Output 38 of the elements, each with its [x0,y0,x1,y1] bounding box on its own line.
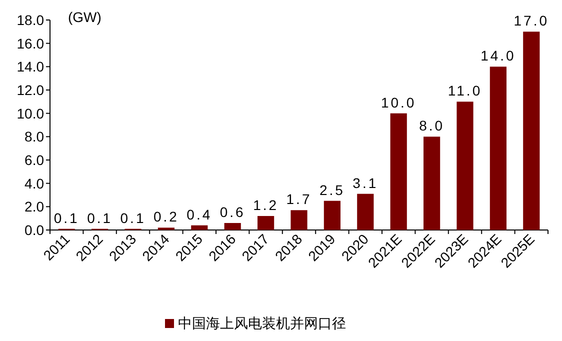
y-tick-label: 10.0 [16,105,44,122]
bar [490,66,506,230]
y-tick-label: 4.0 [24,175,44,192]
y-axis-title: (GW) [68,9,102,25]
bar [424,136,440,230]
y-tick-label: 14.0 [16,58,44,75]
data-label: 2.5 [319,182,345,198]
data-label: 0.1 [87,210,113,226]
data-label: 0.1 [120,210,146,226]
data-label: 10.0 [380,94,416,110]
bar [324,200,340,230]
y-tick-label: 8.0 [24,128,44,145]
data-label: 8.0 [419,118,445,134]
bar [191,225,208,230]
bar [290,210,308,230]
data-label: 1.2 [253,197,279,213]
y-tick-label: 12.0 [16,82,44,98]
y-tick-label: 6.0 [24,152,44,168]
data-label: 17.0 [514,12,550,29]
data-label: 14.0 [480,48,516,64]
data-label: 0.2 [153,208,179,225]
bar [357,194,374,230]
data-label: 3.1 [352,174,378,191]
data-label: 11.0 [448,82,482,99]
y-tick-label: 2.0 [24,198,44,215]
bar [258,216,274,230]
y-tick-label: 16.0 [16,35,44,52]
bar [523,32,540,230]
data-label: 0.1 [54,210,80,226]
data-label: 0.4 [186,206,212,222]
bar [456,102,474,230]
bar [224,223,241,230]
y-tick-label: 0.0 [24,222,44,238]
bar [390,113,407,230]
legend-label: 中国海上风电装机并网口径 [178,315,346,331]
data-label: 1.7 [286,191,312,208]
data-label: 0.6 [220,204,246,220]
y-tick-label: 18.0 [16,12,44,28]
